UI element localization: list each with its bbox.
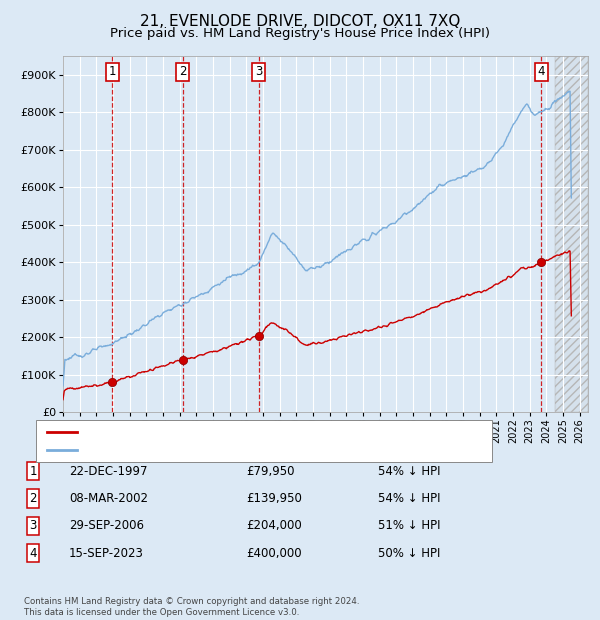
Text: 2: 2 xyxy=(29,492,37,505)
Text: 22-DEC-1997: 22-DEC-1997 xyxy=(69,465,148,477)
Text: 21, EVENLODE DRIVE, DIDCOT, OX11 7XQ (detached house): 21, EVENLODE DRIVE, DIDCOT, OX11 7XQ (de… xyxy=(83,427,412,437)
Text: £400,000: £400,000 xyxy=(246,547,302,559)
Text: 21, EVENLODE DRIVE, DIDCOT, OX11 7XQ: 21, EVENLODE DRIVE, DIDCOT, OX11 7XQ xyxy=(140,14,460,29)
Text: HPI: Average price, detached house, South Oxfordshire: HPI: Average price, detached house, Sout… xyxy=(83,445,384,455)
Text: £79,950: £79,950 xyxy=(246,465,295,477)
Text: 54% ↓ HPI: 54% ↓ HPI xyxy=(378,465,440,477)
Text: Price paid vs. HM Land Registry's House Price Index (HPI): Price paid vs. HM Land Registry's House … xyxy=(110,27,490,40)
Text: 50% ↓ HPI: 50% ↓ HPI xyxy=(378,547,440,559)
Text: 51% ↓ HPI: 51% ↓ HPI xyxy=(378,520,440,532)
Text: £139,950: £139,950 xyxy=(246,492,302,505)
Text: 3: 3 xyxy=(29,520,37,532)
Text: 3: 3 xyxy=(255,65,262,78)
Text: 2: 2 xyxy=(179,65,187,78)
Text: 1: 1 xyxy=(29,465,37,477)
Text: 08-MAR-2002: 08-MAR-2002 xyxy=(69,492,148,505)
Text: 4: 4 xyxy=(538,65,545,78)
Bar xyxy=(554,56,588,412)
Text: Contains HM Land Registry data © Crown copyright and database right 2024.
This d: Contains HM Land Registry data © Crown c… xyxy=(24,598,359,617)
Text: 1: 1 xyxy=(109,65,116,78)
Text: 54% ↓ HPI: 54% ↓ HPI xyxy=(378,492,440,505)
Text: 29-SEP-2006: 29-SEP-2006 xyxy=(69,520,144,532)
Text: 4: 4 xyxy=(29,547,37,559)
Text: £204,000: £204,000 xyxy=(246,520,302,532)
Text: 15-SEP-2023: 15-SEP-2023 xyxy=(69,547,144,559)
